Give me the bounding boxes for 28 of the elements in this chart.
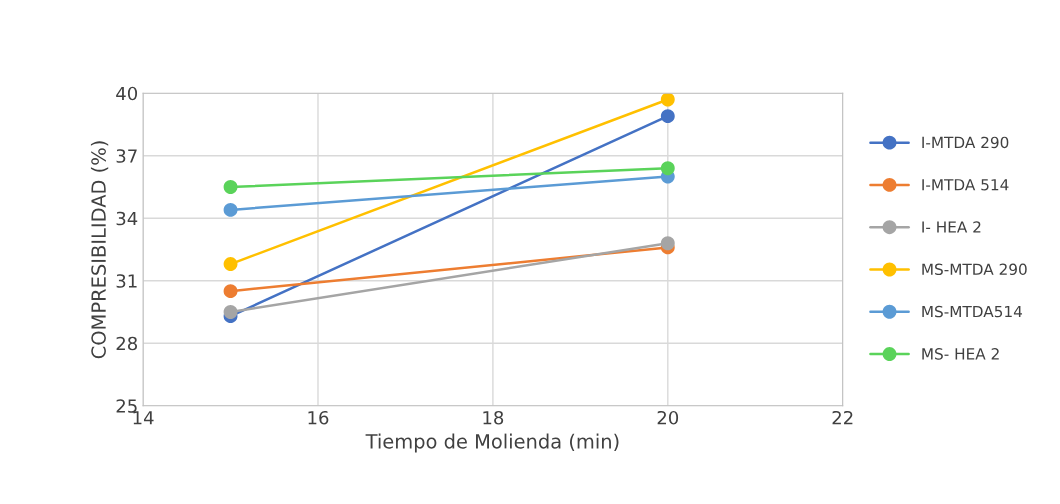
point <box>660 236 675 251</box>
legend-label: I-MTDA 514 <box>922 179 1009 191</box>
legend-label: MS-MTDA514 <box>922 305 1023 318</box>
x-tick-label: 16 <box>308 410 329 425</box>
y-tick-label: 37 <box>116 149 137 163</box>
x-tick-label: 22 <box>832 410 853 425</box>
point <box>223 180 238 194</box>
legend-label: MS-MTDA 290 <box>922 263 1027 276</box>
x-tick-label: 18 <box>483 410 504 425</box>
x-tick-label: 14 <box>133 411 154 425</box>
legend-label: MS- HEA 2 <box>922 348 999 360</box>
point <box>660 109 675 124</box>
x-axis-title: Tiempo de Molienda (min) <box>365 433 619 453</box>
point <box>223 202 238 217</box>
point <box>660 93 675 107</box>
point <box>223 305 238 319</box>
legend-label: I-MTDA 290 <box>922 136 1009 149</box>
y-tick-label: 40 <box>116 86 138 101</box>
y-tick-label: 34 <box>116 211 138 226</box>
y-tick-label: 25 <box>116 399 137 413</box>
point <box>660 161 675 176</box>
y-tick-label: 31 <box>116 274 137 288</box>
point <box>223 284 238 299</box>
y-tick-label: 28 <box>116 336 137 351</box>
x-tick-label: 20 <box>657 410 679 425</box>
legend-label: I- HEA 2 <box>922 221 981 233</box>
y-axis-title: COMPRESIBILIDAD (%) <box>90 141 109 359</box>
point <box>223 257 238 272</box>
